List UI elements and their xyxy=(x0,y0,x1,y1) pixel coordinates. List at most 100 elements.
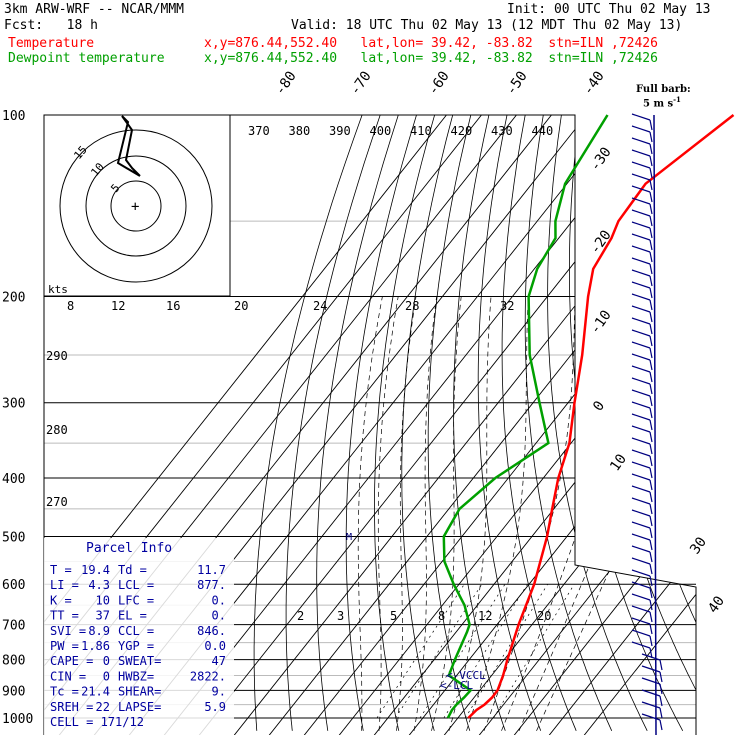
wind-barb xyxy=(649,479,653,491)
dewpoint-label: Dewpoint temperature xyxy=(8,51,165,66)
wind-barb xyxy=(631,497,651,505)
wind-barb xyxy=(649,503,653,515)
parcel-info-key: YGP = xyxy=(118,639,154,653)
wind-barb xyxy=(631,317,651,325)
parcel-info-value: 2822. xyxy=(190,669,226,683)
wind-barb xyxy=(649,335,653,347)
wind-barb xyxy=(631,197,651,205)
hodo-kts-label: kts xyxy=(48,283,68,296)
theta-label: 380 xyxy=(289,124,311,138)
dry-adiabat xyxy=(501,115,577,731)
isotherm-line xyxy=(196,115,692,735)
wind-barb xyxy=(641,653,661,661)
mixing-ratio-line xyxy=(493,584,575,719)
mixing-ratio-line xyxy=(376,584,465,719)
mixing-ratio-line xyxy=(395,584,483,719)
wind-barb xyxy=(631,161,651,169)
wind-barb xyxy=(649,143,653,155)
wind-barb xyxy=(649,611,653,623)
moist-adiabat xyxy=(377,296,399,731)
parcel-info-key: SREH = xyxy=(50,700,93,714)
wind-barb xyxy=(649,383,653,395)
parcel-info-value: 0 xyxy=(103,669,110,683)
parcel-info-key: CCL = xyxy=(118,624,154,638)
wind-barb xyxy=(631,113,651,121)
wind-barb xyxy=(631,185,651,193)
moist-adiabat xyxy=(501,296,632,731)
wind-barb xyxy=(649,407,653,419)
mixing-ratio-line xyxy=(443,584,528,719)
wind-barb xyxy=(649,371,653,383)
isotherm-label: 10 xyxy=(607,451,630,474)
wind-barb xyxy=(649,215,653,227)
wind-barb xyxy=(631,641,651,649)
wind-barb xyxy=(649,347,653,359)
theta-label: 440 xyxy=(532,124,554,138)
isotherm-label: 40 xyxy=(705,593,728,616)
dry-adiabat xyxy=(547,115,648,731)
pressure-label: 200 xyxy=(2,291,25,306)
wind-barb xyxy=(649,443,653,455)
wind-barb xyxy=(631,377,651,385)
parcel-info-key: CIN = xyxy=(50,669,86,683)
wind-barb xyxy=(641,665,661,673)
parcel-info-panel: Parcel Info T = 19.4 Td = 11.7 LI = 4.3 LCL = 87… xyxy=(44,538,234,735)
cloud-level-label: <-VCCL xyxy=(446,669,486,682)
parcel-info-value: 877. xyxy=(197,578,226,592)
temperature-label: Temperature xyxy=(8,36,95,51)
wind-barb xyxy=(631,581,651,589)
wind-barb xyxy=(649,635,653,647)
parcel-info-key: CAPE = xyxy=(50,654,93,668)
dry-adiabat xyxy=(669,115,696,732)
parcel-info-cell: CELL = 171/12 xyxy=(50,715,144,729)
wind-barb xyxy=(631,449,651,457)
wind-barb xyxy=(631,293,651,301)
parcel-info-key: LAPSE= xyxy=(118,700,161,714)
parcel-info-key: EL = xyxy=(118,609,147,623)
theta-label-left: 280 xyxy=(46,423,68,437)
pressure-label: 400 xyxy=(2,472,25,487)
parcel-info-value: 0. xyxy=(212,609,226,623)
wind-barb xyxy=(649,191,653,203)
wind-barb xyxy=(631,269,651,277)
wind-barb xyxy=(631,509,651,517)
parcel-info-value: 19.4 xyxy=(81,563,110,577)
pressure-label: 900 xyxy=(2,684,25,699)
parcel-info-key: LCL = xyxy=(118,578,154,592)
forecast-hour: Fcst: 18 h xyxy=(4,18,98,33)
hodo-speed-label: 12 xyxy=(111,299,125,313)
barb-legend-title: Full barb: xyxy=(636,84,691,95)
dry-adiabat xyxy=(427,115,472,731)
wind-barb xyxy=(649,275,653,287)
isotherm-line xyxy=(44,115,447,735)
wind-barb xyxy=(631,233,651,241)
isotherm-line xyxy=(266,115,696,735)
wind-barb xyxy=(659,659,663,671)
dry-adiabat xyxy=(345,115,417,731)
mixing-ratio-label: 5 xyxy=(390,609,397,623)
parcel-info-key: K = xyxy=(50,593,72,607)
parcel-info-value: 0 xyxy=(103,654,110,668)
hodograph-panel xyxy=(43,114,231,297)
theta-label-left: 270 xyxy=(46,495,68,509)
wind-barb xyxy=(649,239,653,251)
dry-adiabat xyxy=(285,115,381,731)
wind-staff xyxy=(653,114,657,736)
isotherm-line xyxy=(581,115,696,735)
parcel-info-value: 0.0 xyxy=(204,639,226,653)
wind-barb xyxy=(631,593,651,601)
dry-adiabat xyxy=(316,115,399,731)
parcel-info-value: 1.86 xyxy=(81,639,110,653)
parcel-info-key: T = xyxy=(50,563,72,577)
isotherm-line xyxy=(476,115,696,735)
wind-barb xyxy=(631,617,651,625)
dry-adiabat xyxy=(524,115,613,731)
wind-barb xyxy=(659,707,663,719)
wind-barb xyxy=(649,251,653,263)
theta-label: 390 xyxy=(329,124,351,138)
pressure-label: 300 xyxy=(2,397,25,412)
wind-barb xyxy=(649,455,653,467)
wind-barb xyxy=(631,461,651,469)
hodograph-trace xyxy=(116,115,141,177)
